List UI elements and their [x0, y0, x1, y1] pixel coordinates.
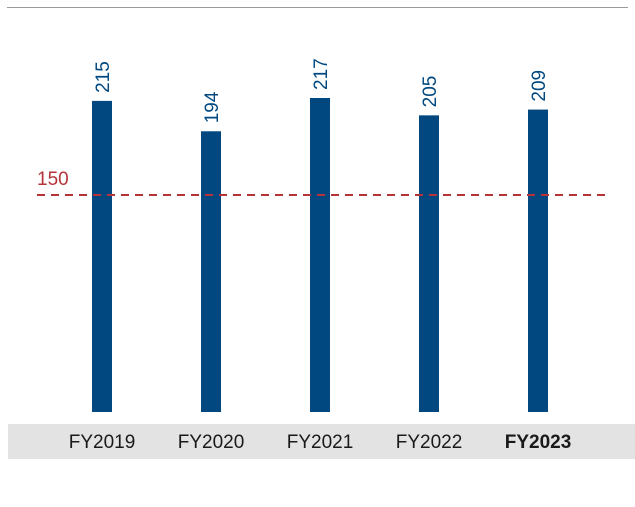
value-label-fy2022: 205: [420, 76, 441, 108]
category-label-fy2023: FY2023: [505, 432, 572, 453]
bar-fy2021: [310, 98, 330, 412]
bar-fy2023: [528, 109, 548, 412]
bar-fy2022: [419, 115, 439, 413]
category-label-fy2019: FY2019: [69, 432, 136, 453]
category-label-fy2021: FY2021: [287, 432, 354, 453]
value-label-fy2019: 215: [93, 61, 114, 93]
threshold-label: 150: [37, 169, 69, 190]
value-label-fy2021: 217: [311, 58, 332, 90]
value-label-fy2020: 194: [202, 91, 223, 123]
value-labels: 215 194 217 205 209: [93, 58, 550, 123]
category-label-fy2022: FY2022: [396, 432, 463, 453]
bar-series: [92, 98, 548, 413]
category-label-fy2020: FY2020: [178, 432, 245, 453]
bar-fy2019: [92, 100, 112, 412]
bar-fy2020: [201, 131, 221, 412]
value-label-fy2023: 209: [529, 70, 550, 102]
category-band: [8, 424, 635, 459]
category-labels: FY2019 FY2020 FY2021 FY2022 FY2023: [69, 432, 572, 453]
